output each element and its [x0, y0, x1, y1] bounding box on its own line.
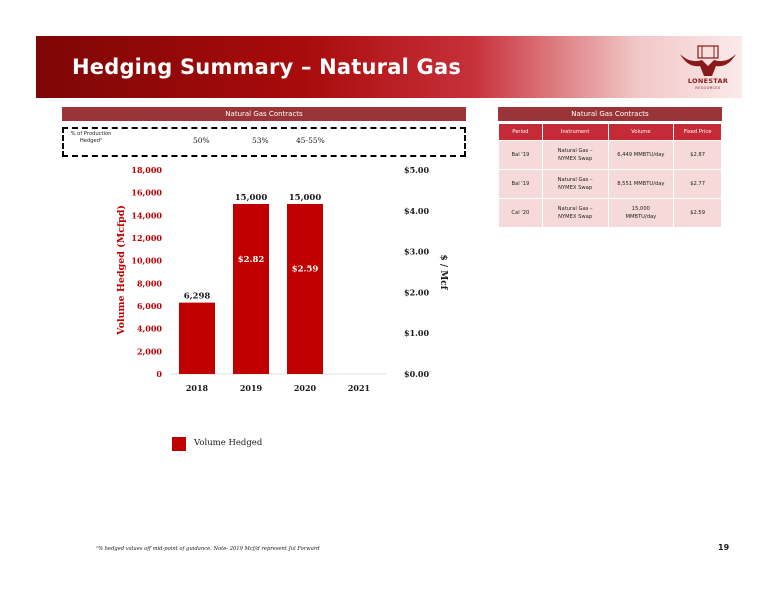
x-tick-label: 2020: [294, 383, 317, 393]
x-tick-label: 2018: [186, 383, 209, 393]
cell-price: $2.77: [673, 169, 722, 199]
cell-period: Cal '20: [498, 198, 543, 228]
table-header-row: Period Instrument Volume Fixed Price: [498, 123, 722, 141]
legend-label: Volume Hedged: [194, 438, 263, 448]
logo-subtitle: RESOURCES: [695, 86, 721, 90]
cell-volume: 8,551 MMBTU/day: [607, 169, 675, 199]
y-tick-label: 12,000: [131, 233, 162, 243]
y-tick-label: 14,000: [131, 210, 162, 220]
table-row: Bal '19 Natural Gas – NYMEX Swap 8,551 MM…: [498, 169, 722, 199]
column-header-period: Period: [498, 123, 543, 141]
column-header-instrument: Instrument: [541, 123, 609, 141]
price-label: $3.06: [184, 245, 211, 255]
y-tick-label: 4,000: [137, 324, 162, 334]
cell-price: $2.59: [673, 198, 722, 228]
y2-tick-label: $2.00: [404, 287, 429, 297]
y2-tick-label: $3.00: [404, 247, 429, 257]
longhorn-logo-icon: [680, 45, 736, 76]
y2-tick-label: $1.00: [404, 328, 429, 338]
hedged-percent-2020: 45-55%: [296, 136, 325, 145]
legend-swatch: [172, 437, 186, 451]
page-title: Hedging Summary – Natural Gas: [72, 55, 462, 79]
left-panel-header: Natural Gas Contracts: [62, 107, 466, 121]
column-header-volume: Volume: [607, 123, 675, 141]
column-header-fixed-price: Fixed Price: [673, 123, 722, 141]
page-number: 19: [718, 543, 730, 552]
y-tick-label: 10,000: [131, 256, 162, 266]
y-tick-label: 2,000: [137, 346, 162, 356]
bar-value-label: 15,000: [289, 193, 322, 203]
y-tick-label: 18,000: [131, 165, 162, 175]
footnote: ¹% hedged values off mid-point of guidan…: [96, 546, 320, 552]
right-panel-header: Natural Gas Contracts: [498, 107, 722, 121]
table-row: Bal '19 Natural Gas – NYMEX Swap 6,449 MM…: [498, 140, 722, 170]
price-label: $2.59: [292, 264, 319, 274]
y2-tick-label: $0.00: [404, 369, 429, 379]
volume-bar: [287, 204, 323, 374]
bar-value-label: 6,298: [184, 292, 211, 302]
cell-volume: 15,000 MMBTU/day: [607, 198, 675, 228]
logo-name: LONESTAR: [687, 77, 729, 85]
y-tick-label: 16,000: [131, 188, 162, 198]
y-tick-label: 0: [156, 369, 162, 379]
cell-period: Bal '19: [498, 140, 543, 170]
y-axis-title: Volume Hedged (Mcfpd): [116, 205, 127, 336]
hedged-percent-box: [62, 127, 466, 157]
table-row: Cal '20 Natural Gas – NYMEX Swap 15,000 MM…: [498, 198, 722, 228]
y2-tick-label: $4.00: [404, 206, 429, 216]
volume-bar: [179, 302, 215, 374]
bar-value-label: 15,000: [235, 193, 268, 203]
volume-bar: [233, 204, 269, 374]
contracts-table: Period Instrument Volume Fixed Price Bal…: [498, 123, 722, 228]
cell-instrument: Natural Gas – NYMEX Swap: [541, 169, 609, 199]
cell-period: Bal '19: [498, 169, 543, 199]
cell-volume: 6,449 MMBTU/day: [607, 140, 675, 170]
y-tick-label: 8,000: [137, 278, 162, 288]
cell-instrument: Natural Gas – NYMEX Swap: [541, 198, 609, 228]
y-tick-label: 6,000: [137, 301, 162, 311]
x-tick-label: 2019: [240, 383, 263, 393]
y2-axis-title: $ / Mcf: [438, 254, 448, 290]
cell-price: $2.87: [673, 140, 722, 170]
cell-instrument: Natural Gas – NYMEX Swap: [541, 140, 609, 170]
title-banner: [36, 36, 742, 98]
y2-tick-label: $5.00: [404, 165, 429, 175]
x-tick-label: 2021: [348, 383, 370, 393]
price-label: $2.82: [238, 255, 265, 265]
hedged-percent-2019: 53%: [252, 136, 269, 145]
hedged-percent-2018: 50%: [193, 136, 210, 145]
hedged-percent-label: % of Production Hedged¹: [70, 131, 112, 144]
